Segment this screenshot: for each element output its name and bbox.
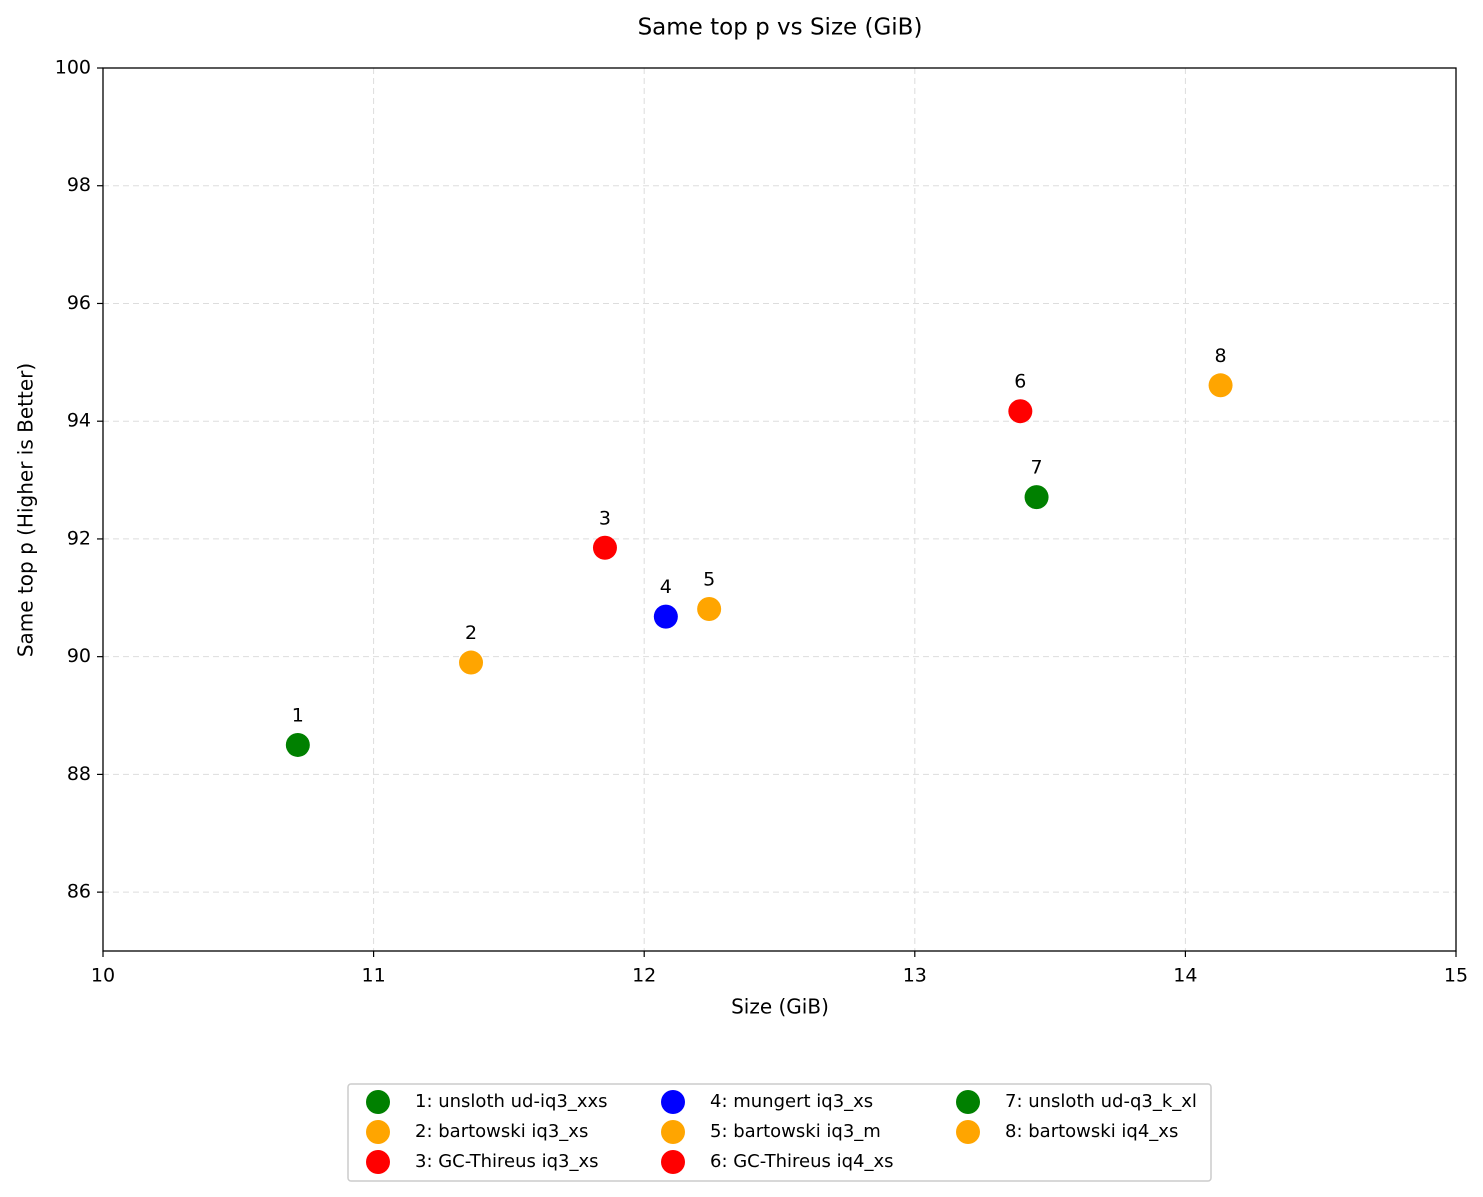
point-label: 7 [1031, 457, 1043, 479]
legend-label: 7: unsloth ud-q3_k_xl [1005, 1091, 1197, 1112]
point [1008, 399, 1033, 424]
point [459, 650, 484, 675]
legend-marker [661, 1090, 685, 1114]
y-tick-label: 98 [67, 174, 91, 196]
y-tick-label: 88 [67, 763, 91, 785]
legend-label: 1: unsloth ud-iq3_xxs [415, 1091, 608, 1112]
y-tick-label: 94 [67, 410, 91, 432]
x-tick-label: 12 [632, 965, 656, 987]
point [592, 535, 617, 560]
y-tick-label: 90 [67, 645, 91, 667]
y-tick-label: 100 [55, 57, 91, 79]
legend-label: 8: bartowski iq4_xs [1005, 1121, 1178, 1142]
legend-label: 2: bartowski iq3_xs [415, 1121, 588, 1142]
point-label: 1 [292, 704, 304, 726]
point [1024, 485, 1049, 510]
legend-marker [366, 1120, 390, 1144]
legend-label: 5: bartowski iq3_m [710, 1121, 881, 1142]
legend-box [347, 1083, 1212, 1182]
legend-marker [956, 1120, 980, 1144]
point-label: 2 [465, 622, 477, 644]
point-label: 8 [1215, 345, 1227, 367]
x-axis-label: Size (GiB) [731, 995, 829, 1019]
x-tick-label: 15 [1444, 965, 1468, 987]
x-tick-label: 10 [91, 965, 115, 987]
point-label: 6 [1014, 371, 1026, 393]
legend-label: 4: mungert iq3_xs [710, 1091, 873, 1112]
point-label: 5 [703, 568, 715, 590]
point [285, 732, 310, 757]
x-tick-label: 14 [1173, 965, 1197, 987]
y-tick-label: 92 [67, 527, 91, 549]
legend-marker [956, 1090, 980, 1114]
y-tick-label: 86 [67, 881, 91, 903]
point [653, 604, 678, 629]
legend-marker [366, 1150, 390, 1174]
y-tick-label: 96 [67, 292, 91, 314]
legend-marker [366, 1090, 390, 1114]
y-axis-label: Same top p (Higher is Better) [14, 363, 38, 657]
point [697, 596, 722, 621]
point-label: 3 [599, 507, 611, 529]
legend-marker [661, 1120, 685, 1144]
legend-marker [661, 1150, 685, 1174]
chart-title: Same top p vs Size (GiB) [638, 15, 923, 41]
x-tick-label: 11 [362, 965, 386, 987]
legend-label: 3: GC-Thireus iq3_xs [415, 1151, 599, 1172]
point [1208, 373, 1233, 398]
point-label: 4 [660, 576, 672, 598]
x-tick-label: 13 [903, 965, 927, 987]
legend-label: 6: GC-Thireus iq4_xs [710, 1151, 894, 1172]
plot-frame [102, 67, 1457, 952]
